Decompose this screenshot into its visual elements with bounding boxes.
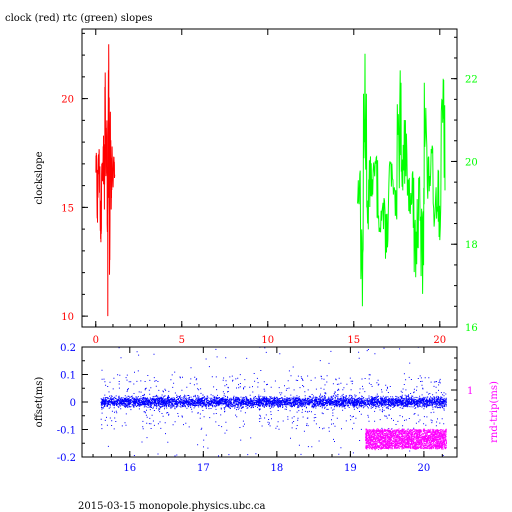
- bottom-y-tick-label: -0.2: [57, 453, 76, 464]
- top-x-tick-label: 15: [347, 335, 360, 346]
- top-y-tick-label: 20: [61, 95, 74, 106]
- top-y-tick-label: 15: [61, 203, 74, 214]
- bottom-x-tick-label: 19: [344, 463, 357, 474]
- top-green-series-line: [356, 53, 446, 307]
- bottom-y-axis-label: offset(ms): [34, 377, 45, 428]
- bottom-blue-series: [100, 346, 447, 457]
- top-y-tick-label: 10: [61, 312, 74, 323]
- bottom-ticks: 16 17 18 19 20 -0.2 -0.1 0 0.1 0.2 1: [57, 343, 474, 474]
- top-red-series-line: [95, 44, 116, 317]
- bottom-y-tick-label: 0.1: [60, 371, 76, 382]
- top-y-axis-label: clockslope: [34, 151, 45, 204]
- bottom-x-tick-label: 20: [418, 463, 431, 474]
- bottom-y-tick-label: 0: [70, 398, 76, 409]
- bottom-y-tick-label: 0.2: [60, 343, 76, 354]
- bottom-x-tick-label: 16: [123, 463, 136, 474]
- top-y2-tick-label: 16: [465, 323, 478, 334]
- top-y2-tick-label: 22: [465, 75, 478, 86]
- bottom-right-axis-label: rnd-trip(ms): [489, 381, 500, 443]
- top-chart-title: clock (red) rtc (green) slopes: [5, 13, 153, 24]
- bottom-y-tick-label: -0.1: [57, 426, 76, 437]
- footer-text: 2015-03-15 monopole.physics.ubc.ca: [78, 501, 265, 512]
- top-x-tick-label: 20: [433, 335, 446, 346]
- bottom-magenta-points: [365, 428, 447, 451]
- top-x-tick-label: 0: [93, 335, 99, 346]
- top-y2-tick-label: 18: [465, 240, 478, 251]
- top-ticks: 0 5 10 15 20 10 15 20 16 18 20 22: [61, 29, 478, 346]
- bottom-magenta-series: [365, 428, 447, 451]
- bottom-x-tick-label: 17: [197, 463, 210, 474]
- top-green-series: [356, 53, 446, 307]
- top-y2-tick-label: 20: [465, 157, 478, 168]
- top-x-tick-label: 10: [261, 335, 274, 346]
- bottom-x-tick-label: 18: [270, 463, 283, 474]
- top-red-series: [95, 44, 116, 317]
- top-x-tick-label: 5: [179, 335, 185, 346]
- top-plot-frame: [81, 28, 458, 328]
- bottom-y2-tick-label: 1: [467, 386, 473, 397]
- bottom-blue-points: [100, 346, 447, 457]
